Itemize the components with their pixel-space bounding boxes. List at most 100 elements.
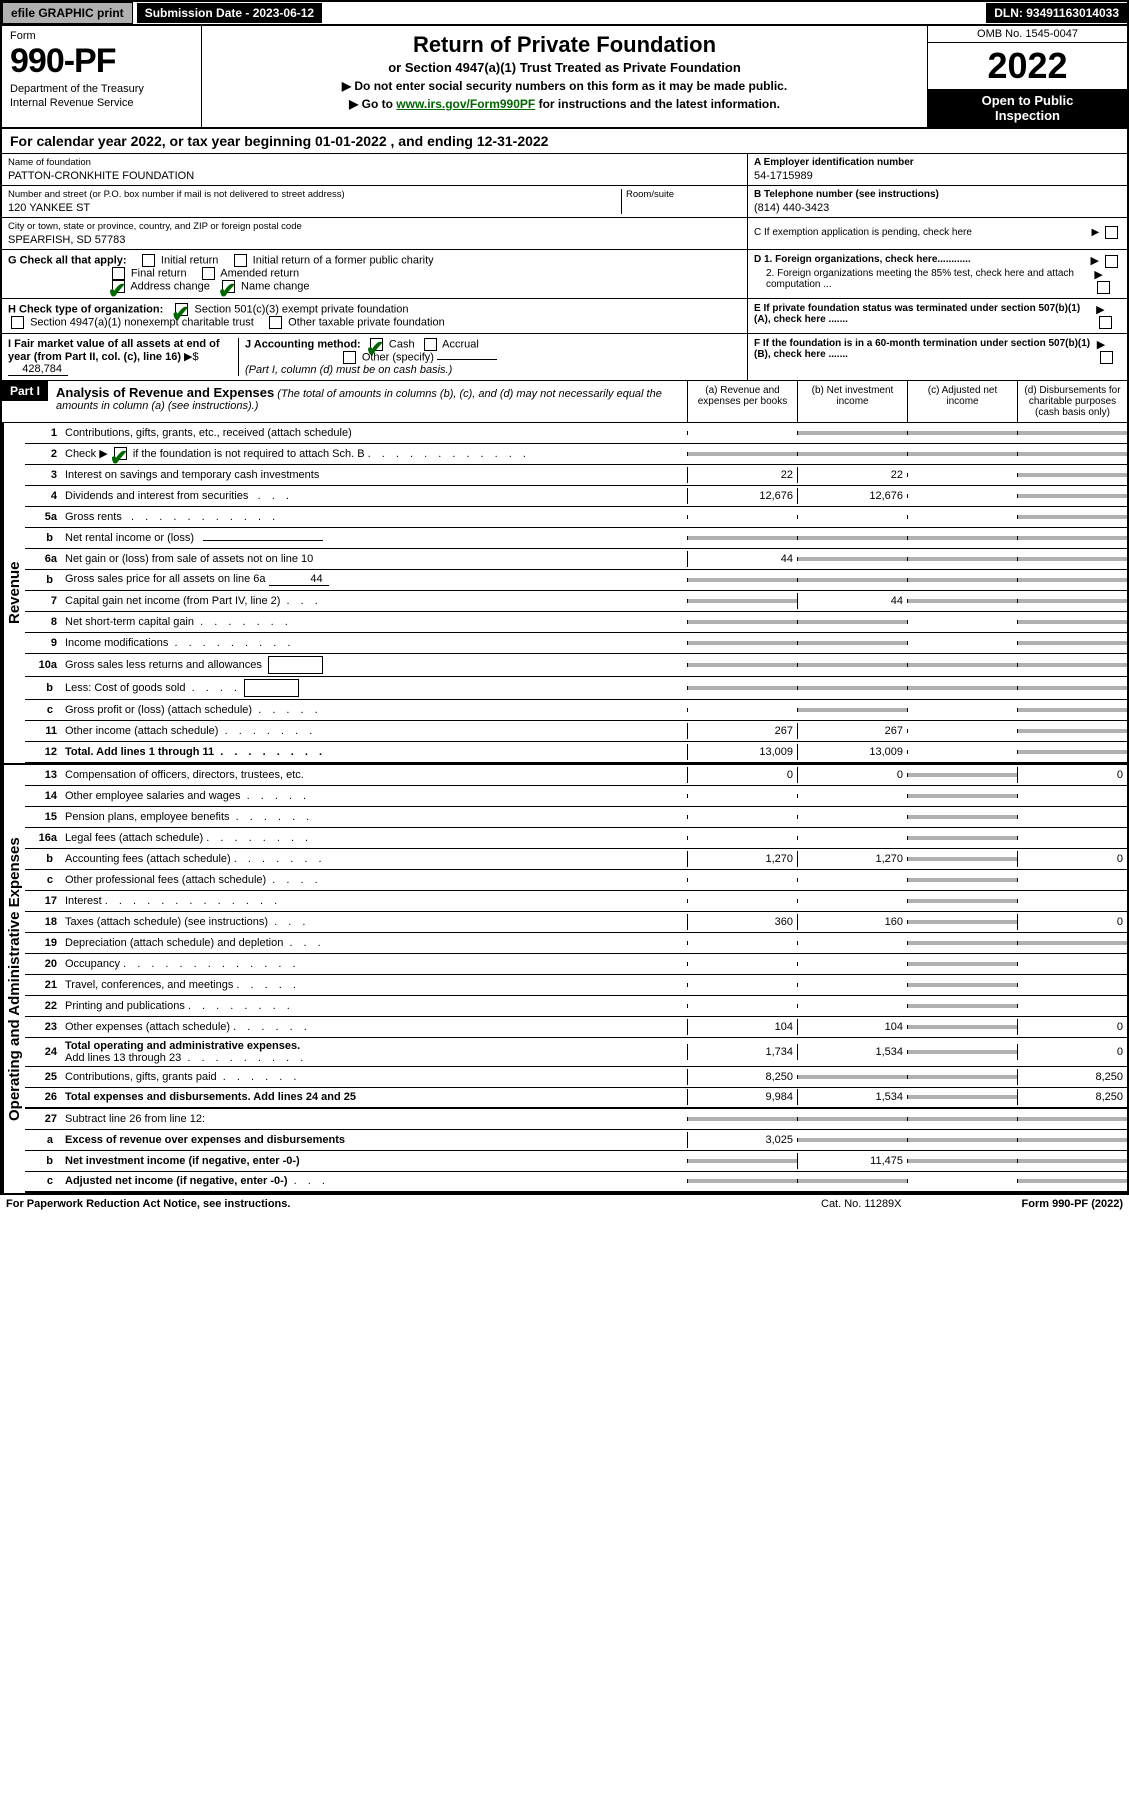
r3-desc: Interest on savings and temporary cash i… <box>61 467 687 483</box>
r10a-box <box>268 656 323 674</box>
r13-desc: Compensation of officers, directors, tru… <box>61 767 687 783</box>
r10b-box <box>244 679 299 697</box>
dots-icon: . . . . . . . . <box>220 746 326 758</box>
r6b-val: 44 <box>269 573 329 586</box>
r11-b: 267 <box>797 723 907 739</box>
line-1: 1Contributions, gifts, grants, etc., rec… <box>25 423 1127 444</box>
omb-number: OMB No. 1545-0047 <box>928 26 1127 43</box>
r18-txt: Taxes (attach schedule) (see instruction… <box>65 916 268 928</box>
dots-icon: . . . <box>294 1175 329 1187</box>
phone-cell: B Telephone number (see instructions) (8… <box>748 186 1127 218</box>
ssn-note: ▶ Do not enter social security numbers o… <box>208 79 921 93</box>
r22-desc: Printing and publications . . . . . . . … <box>61 998 687 1014</box>
line-15: 15Pension plans, employee benefits . . .… <box>25 807 1127 828</box>
line-2: 2Check ▶ if the foundation is not requir… <box>25 444 1127 465</box>
header-right: OMB No. 1545-0047 2022 Open to Public In… <box>927 26 1127 127</box>
c-checkbox[interactable] <box>1105 226 1118 239</box>
r16b-d: 0 <box>1017 851 1127 867</box>
r4-txt: Dividends and interest from securities <box>65 490 248 502</box>
dots-icon: . . . . . <box>247 790 311 802</box>
ein-label: A Employer identification number <box>754 157 1121 168</box>
fmv-value: 428,784 <box>8 363 68 376</box>
r4-a: 12,676 <box>687 488 797 504</box>
d2-checkbox[interactable] <box>1097 281 1110 294</box>
r9-txt: Income modifications <box>65 637 168 649</box>
d1-checkbox[interactable] <box>1105 255 1118 268</box>
city-state-zip: SPEARFISH, SD 57783 <box>8 234 741 246</box>
r24-desc: Total operating and administrative expen… <box>61 1038 687 1066</box>
dots-icon: . . . . . . <box>223 1071 301 1083</box>
r23-b: 104 <box>797 1019 907 1035</box>
501c3-lbl: Section 501(c)(3) exempt private foundat… <box>194 303 408 315</box>
accrual-cb[interactable] <box>424 338 437 351</box>
r27c-txt: Adjusted net income (if negative, enter … <box>65 1175 287 1187</box>
r17-txt: Interest <box>65 895 102 907</box>
r8-desc: Net short-term capital gain . . . . . . … <box>61 614 687 630</box>
r12-desc: Total. Add lines 1 through 11 . . . . . … <box>61 744 687 760</box>
street-block: Number and street (or P.O. box number if… <box>8 189 621 214</box>
part1-header-row: Part I Analysis of Revenue and Expenses … <box>2 381 1127 423</box>
r23-txt: Other expenses (attach schedule) <box>65 1021 230 1033</box>
r17-desc: Interest . . . . . . . . . . . . . <box>61 893 687 909</box>
r26-b: 1,534 <box>797 1089 907 1105</box>
f-checkbox[interactable] <box>1100 351 1113 364</box>
r18-d: 0 <box>1017 914 1127 930</box>
r10c-desc: Gross profit or (loss) (attach schedule)… <box>61 702 687 718</box>
part1-title-block: Part I Analysis of Revenue and Expenses … <box>2 381 687 422</box>
r26-d: 8,250 <box>1017 1089 1127 1105</box>
dots-icon: . . . . . . . <box>200 616 292 628</box>
dots-icon: . . . . . . . . . . . <box>131 511 279 523</box>
addr-change-cb[interactable] <box>112 280 125 293</box>
cash-cb[interactable] <box>370 338 383 351</box>
r12-b: 13,009 <box>797 744 907 760</box>
line-27c: cAdjusted net income (if negative, enter… <box>25 1172 1127 1193</box>
r5a-desc: Gross rents . . . . . . . . . . . <box>61 509 687 525</box>
line-4: 4Dividends and interest from securities … <box>25 486 1127 507</box>
street-address: 120 YANKEE ST <box>8 202 621 214</box>
r13-d: 0 <box>1017 767 1127 783</box>
revenue-table: Revenue 1Contributions, gifts, grants, e… <box>2 423 1127 763</box>
r6a-desc: Net gain or (loss) from sale of assets n… <box>61 551 687 567</box>
dots-icon: . . . . . . . . <box>206 832 312 844</box>
r25-d: 8,250 <box>1017 1069 1127 1085</box>
dots-icon: . . . <box>287 595 322 607</box>
expenses-table: Operating and Administrative Expenses 13… <box>2 763 1127 1193</box>
other-method-cb[interactable] <box>343 351 356 364</box>
other-taxable-cb[interactable] <box>269 316 282 329</box>
amended-cb[interactable] <box>202 267 215 280</box>
r27b-b: 11,475 <box>797 1153 907 1169</box>
r23-d: 0 <box>1017 1019 1127 1035</box>
form990pf-link[interactable]: www.irs.gov/Form990PF <box>396 97 535 111</box>
dept-irs: Internal Revenue Service <box>10 97 193 109</box>
part1-title: Analysis of Revenue and Expenses <box>56 385 274 400</box>
r16b-txt: Accounting fees (attach schedule) <box>65 853 231 865</box>
line-18: 18Taxes (attach schedule) (see instructi… <box>25 912 1127 933</box>
form-container: efile GRAPHIC print Submission Date - 20… <box>0 0 1129 1195</box>
4947-cb[interactable] <box>11 316 24 329</box>
r27a-desc: Excess of revenue over expenses and disb… <box>61 1132 687 1148</box>
schb-checkbox[interactable] <box>114 447 127 460</box>
r14-txt: Other employee salaries and wages <box>65 790 240 802</box>
e-checkbox[interactable] <box>1099 316 1112 329</box>
col-d-header: (d) Disbursements for charitable purpose… <box>1017 381 1127 422</box>
line-16c: cOther professional fees (attach schedul… <box>25 870 1127 891</box>
ij-left: I Fair market value of all assets at end… <box>2 334 747 380</box>
r6b-desc: Gross sales price for all assets on line… <box>61 571 687 588</box>
name-change-cb[interactable] <box>222 280 235 293</box>
r3-a: 22 <box>687 467 797 483</box>
initial-return-cb[interactable] <box>142 254 155 267</box>
goto-pre: ▶ Go to <box>349 97 396 111</box>
line-21: 21Travel, conferences, and meetings . . … <box>25 975 1127 996</box>
initial-pc-cb[interactable] <box>234 254 247 267</box>
r7-desc: Capital gain net income (from Part IV, l… <box>61 593 687 609</box>
r23-a: 104 <box>687 1019 797 1035</box>
line-3: 3Interest on savings and temporary cash … <box>25 465 1127 486</box>
e-section: E If private foundation status was termi… <box>747 299 1127 333</box>
header-title-block: Return of Private Foundation or Section … <box>202 26 927 127</box>
501c3-cb[interactable] <box>175 303 188 316</box>
efile-print-btn[interactable]: efile GRAPHIC print <box>2 2 133 24</box>
r10c-txt: Gross profit or (loss) (attach schedule) <box>65 704 252 716</box>
r7-txt: Capital gain net income (from Part IV, l… <box>65 595 280 607</box>
line-16b: bAccounting fees (attach schedule) . . .… <box>25 849 1127 870</box>
other-specify-line <box>437 359 497 360</box>
